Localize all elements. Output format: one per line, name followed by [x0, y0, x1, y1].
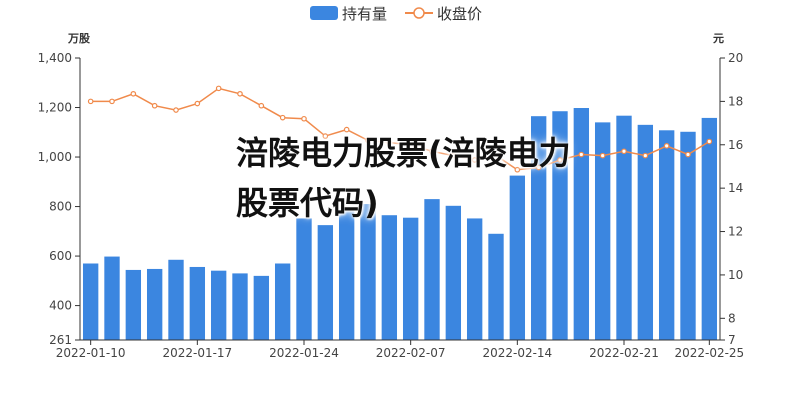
holding-bar: [594, 122, 611, 340]
x-tick-label: 2022-02-07: [376, 346, 446, 360]
holdings-bars: [82, 108, 718, 341]
left-tick-label: 400: [49, 299, 72, 313]
close-price-point: [151, 102, 158, 109]
holding-bar: [232, 273, 248, 340]
left-tick-label: 261: [49, 333, 72, 347]
close-price-point: [194, 100, 201, 107]
close-price-path: [90, 87, 710, 171]
close-price-point: [429, 148, 435, 155]
holding-bar: [168, 259, 184, 340]
close-price-point: [407, 141, 414, 148]
right-tick-label: 16: [728, 138, 743, 152]
holding-bar: [552, 111, 568, 341]
close-price-point: [237, 90, 243, 97]
holding-bar: [701, 117, 718, 341]
close-price-point: [322, 133, 329, 139]
holding-bar: [360, 204, 376, 340]
holding-bar: [573, 108, 590, 340]
close-price-point: [557, 157, 563, 163]
holding-bar: [402, 217, 419, 340]
close-price-point: [599, 152, 606, 159]
right-tick-label: 12: [728, 225, 743, 239]
right-axis-unit: 元: [713, 32, 724, 45]
left-tick-label: 1,400: [38, 51, 72, 65]
x-tick-label: 2022-01-17: [162, 346, 232, 360]
left-tick-label: 1,200: [38, 101, 72, 115]
close-price-point: [365, 137, 371, 144]
x-tick-label: 2022-02-14: [482, 346, 552, 360]
holding-bar: [253, 275, 270, 340]
right-tick-label: 7: [728, 333, 736, 347]
holding-bar: [488, 233, 504, 340]
holding-bar: [530, 116, 547, 340]
holding-bar: [658, 130, 675, 340]
left-tick-label: 800: [49, 200, 72, 214]
left-axis-unit: 万股: [67, 32, 91, 45]
holding-bar: [104, 256, 120, 340]
x-tick-label: 2022-02-25: [674, 346, 744, 360]
x-tick-label: 2022-02-21: [589, 346, 659, 360]
left-tick-label: 1,000: [38, 150, 72, 164]
close-price-point: [215, 85, 222, 92]
close-price-point: [706, 138, 713, 145]
holding-bar: [616, 115, 632, 341]
holding-bar: [338, 209, 355, 340]
legend-bar-label[interactable]: 持有量: [342, 5, 387, 23]
left-tick-label: 600: [49, 249, 72, 263]
close-price-point: [130, 90, 137, 97]
close-price-point: [663, 143, 670, 149]
close-price-point: [109, 98, 115, 105]
holding-bar: [189, 266, 206, 340]
close-price-point: [301, 115, 307, 122]
holding-bar: [274, 263, 291, 340]
right-tick-label: 14: [728, 181, 743, 195]
close-price-point: [493, 152, 499, 159]
holding-bar: [424, 199, 440, 340]
close-price-point: [279, 114, 286, 121]
legend-bar-swatch[interactable]: [310, 6, 338, 20]
holding-bar: [82, 263, 99, 340]
close-price-line: [87, 85, 713, 173]
close-price-point: [450, 152, 457, 159]
close-price-point: [535, 164, 542, 171]
holding-bar: [210, 270, 227, 340]
holding-bar: [466, 218, 483, 340]
right-tick-label: 18: [728, 94, 743, 108]
close-price-point: [258, 102, 265, 109]
close-price-point: [578, 151, 585, 158]
close-price-point: [642, 152, 649, 159]
holding-bar: [445, 205, 462, 340]
close-price-point: [87, 98, 94, 105]
legend-line-label[interactable]: 收盘价: [437, 5, 482, 23]
close-price-point: [685, 151, 691, 158]
holding-bar: [637, 124, 654, 340]
close-price-point: [621, 148, 627, 155]
holding-bar: [317, 225, 334, 340]
legend-line-marker[interactable]: [413, 7, 425, 19]
close-price-point: [173, 107, 179, 113]
holding-bar: [381, 215, 398, 340]
x-tick-label: 2022-01-24: [269, 346, 339, 360]
holding-bar: [146, 268, 163, 340]
holding-bar: [296, 218, 312, 340]
right-tick-label: 10: [728, 268, 743, 282]
x-tick-label: 2022-01-10: [56, 346, 126, 360]
close-price-point: [471, 157, 478, 163]
holding-bar: [680, 131, 696, 340]
axes: 261 400 600 800 1,000 1,200 1,400 7 8 10 12 14 16 18 2…: [38, 51, 745, 360]
holding-bar: [125, 269, 142, 340]
holding-bar: [509, 175, 526, 340]
right-tick-label: 8: [728, 311, 736, 325]
right-tick-label: 20: [728, 51, 743, 65]
close-price-point: [386, 139, 393, 146]
legend[interactable]: 持有量 收盘价: [310, 5, 482, 23]
close-price-point: [514, 166, 521, 173]
close-price-point: [343, 126, 350, 133]
